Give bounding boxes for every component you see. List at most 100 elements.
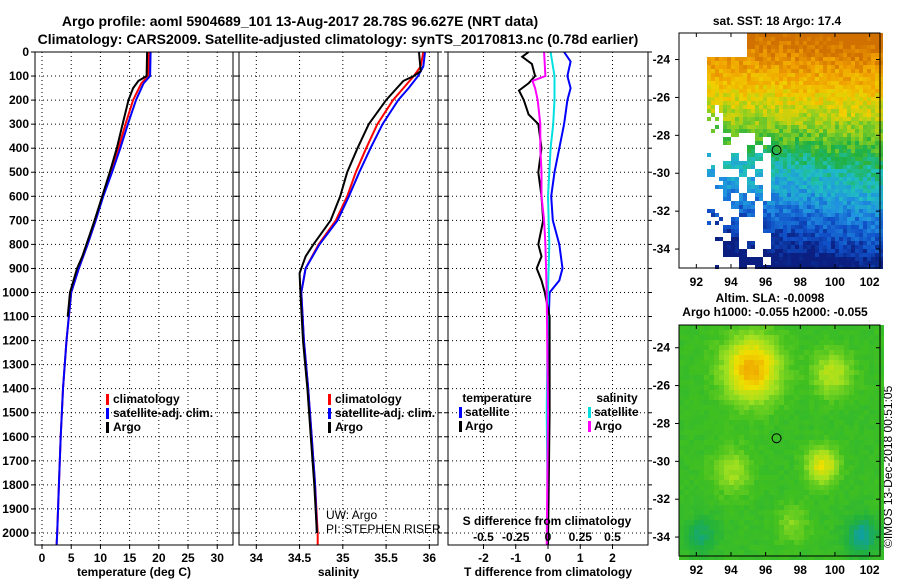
map-cell (779, 197, 783, 201)
map-cell (771, 37, 775, 41)
map-cell (844, 530, 849, 535)
map-cell (879, 435, 884, 440)
map-cell (839, 325, 844, 330)
map-cell (724, 495, 729, 500)
map-cell (807, 33, 811, 37)
map-cell (731, 241, 735, 245)
map-cell (679, 530, 684, 535)
map-cell (704, 460, 709, 465)
map-cell (835, 149, 839, 153)
map-cell (827, 109, 831, 113)
map-cell (871, 89, 875, 93)
map-cell (789, 530, 794, 535)
map-cell (869, 520, 874, 525)
map-cell (783, 77, 787, 81)
map-cell (787, 41, 791, 45)
map-cell (744, 460, 749, 465)
map-cell (794, 520, 799, 525)
map-cell (707, 57, 711, 61)
map-cell (791, 209, 795, 213)
map-cell (754, 400, 759, 405)
map-cell (804, 530, 809, 535)
map-cell (879, 350, 884, 355)
map-cell (855, 41, 859, 45)
map-cell (719, 555, 724, 560)
map-cell (699, 530, 704, 535)
map-cell (811, 109, 815, 113)
map-cell (875, 65, 879, 69)
map-cell (854, 495, 859, 500)
map-cell (815, 77, 819, 81)
map-cell (734, 530, 739, 535)
map-cell (871, 81, 875, 85)
map-cell (799, 141, 803, 145)
map-cell (871, 129, 875, 133)
map-cell (699, 555, 704, 560)
map-cell (734, 370, 739, 375)
map-cell (851, 213, 855, 217)
map-cell (799, 335, 804, 340)
map-cell (819, 105, 823, 109)
map-cell (863, 33, 867, 37)
map-cell (851, 129, 855, 133)
map-cell (771, 169, 775, 173)
map-cell (879, 265, 883, 269)
map-cell (855, 81, 859, 85)
map-cell (827, 113, 831, 117)
map-cell (711, 101, 715, 105)
map-cell (704, 435, 709, 440)
map-cell (871, 45, 875, 49)
map-cell (763, 221, 767, 225)
map-cell (804, 380, 809, 385)
map-cell (819, 330, 824, 335)
map-cell (863, 45, 867, 49)
map-cell (823, 113, 827, 117)
map-cell (824, 445, 829, 450)
map-cell (739, 420, 744, 425)
map-cell (759, 85, 763, 89)
map-cell (774, 555, 779, 560)
map-cell (854, 430, 859, 435)
map-cell (755, 169, 759, 173)
map-cell (803, 249, 807, 253)
map-cell (755, 77, 759, 81)
map-cell (867, 173, 871, 177)
map-cell (823, 181, 827, 185)
map-cell (794, 525, 799, 530)
map-cell (831, 97, 835, 101)
map-cell (847, 61, 851, 65)
map-cell (779, 189, 783, 193)
map-cell (807, 201, 811, 205)
map-cell (835, 125, 839, 129)
map-cell (744, 415, 749, 420)
map-cell (727, 69, 731, 73)
map-cell (709, 385, 714, 390)
map-cell (839, 540, 844, 545)
map-cell (835, 41, 839, 45)
map-cell (789, 385, 794, 390)
series-line-argo (66, 51, 149, 317)
map-cell (694, 540, 699, 545)
map-cell (875, 117, 879, 121)
map-cell (829, 345, 834, 350)
map-cell (749, 420, 754, 425)
map-cell (827, 133, 831, 137)
map-cell (769, 550, 774, 555)
map-cell (879, 193, 883, 197)
map-cell (735, 125, 739, 129)
map-cell (823, 185, 827, 189)
map-cell (779, 49, 783, 53)
map-cell (719, 420, 724, 425)
map-cell (729, 470, 734, 475)
map-cell (814, 435, 819, 440)
map-cell (839, 153, 843, 157)
map-cell (867, 129, 871, 133)
map-cell (799, 233, 803, 237)
map-cell (863, 241, 867, 245)
map-cell (707, 77, 711, 81)
map-cell (863, 101, 867, 105)
map-cell (829, 515, 834, 520)
map-cell (694, 455, 699, 460)
map-cell (751, 161, 755, 165)
map-cell (874, 395, 879, 400)
